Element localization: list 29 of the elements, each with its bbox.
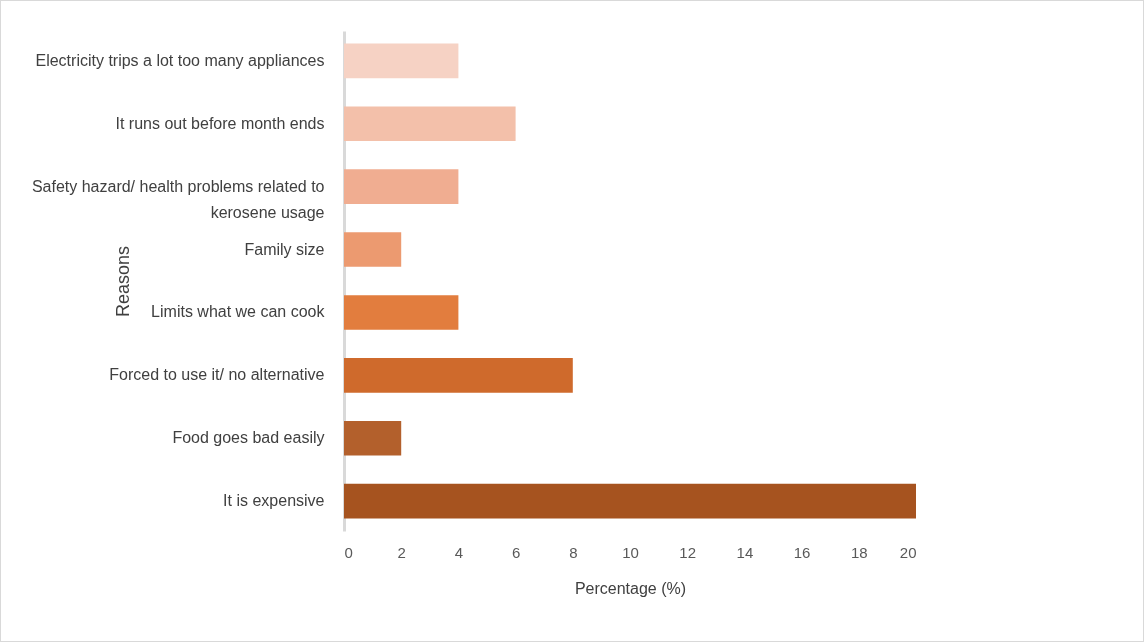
x-tick-label: 20 xyxy=(899,543,917,561)
x-tick-label: 8 xyxy=(569,543,578,561)
bar xyxy=(344,358,573,393)
y-tick-label: It runs out before month ends xyxy=(115,114,325,132)
y-tick-label: It is expensive xyxy=(223,492,325,510)
y-tick-label: Forced to use it/ no alternative xyxy=(109,366,325,384)
bar xyxy=(344,169,459,204)
bar xyxy=(344,106,516,142)
y-tick-label: Family size xyxy=(244,240,325,258)
x-tick-label: 10 xyxy=(622,543,639,561)
y-axis-title: Reasons xyxy=(112,245,133,318)
y-tick-label: Limits what we can cook xyxy=(151,303,326,321)
x-axis-title: Percentage (%) xyxy=(574,579,687,597)
x-tick-label: 6 xyxy=(511,543,521,561)
y-tick-label: Safety hazard/ health problems related to kerosene usage xyxy=(31,177,325,221)
x-tick-label: 4 xyxy=(454,543,464,561)
bar xyxy=(344,43,459,79)
x-tick-label: 12 xyxy=(679,543,697,561)
y-tick-label: Electricity trips a lot too many appliances xyxy=(35,51,325,69)
x-tick-label: 18 xyxy=(850,543,868,561)
bar xyxy=(344,483,916,519)
y-tick-label: Food goes bad easily xyxy=(172,429,325,447)
x-tick-label: 14 xyxy=(736,543,754,561)
x-tick-label: 0 xyxy=(344,543,353,561)
bar xyxy=(344,232,402,267)
bar xyxy=(344,295,459,330)
bar xyxy=(344,420,402,456)
x-tick-label: 2 xyxy=(397,543,406,561)
x-tick-label: 16 xyxy=(793,543,811,561)
